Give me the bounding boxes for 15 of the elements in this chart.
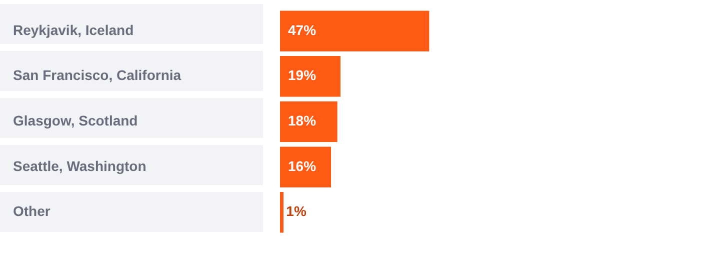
data-label: 18%: [288, 112, 317, 129]
data-label: 16%: [288, 158, 317, 174]
bar: [280, 101, 338, 142]
bar: [280, 56, 340, 97]
bar: [280, 146, 331, 188]
data-label: 19%: [288, 67, 317, 84]
y-tick-label: Seattle, Washington: [13, 158, 146, 174]
y-tick-label: Reykjavik, Iceland: [13, 22, 134, 38]
data-label: 47%: [288, 22, 317, 38]
bar: [280, 10, 430, 52]
y-tick-label: Other: [13, 203, 51, 220]
bar: [280, 192, 284, 233]
y-tick-label: Glasgow, Scotland: [13, 112, 138, 129]
y-tick-label: San Francisco, California: [13, 67, 182, 84]
data-label: 1%: [286, 203, 307, 220]
